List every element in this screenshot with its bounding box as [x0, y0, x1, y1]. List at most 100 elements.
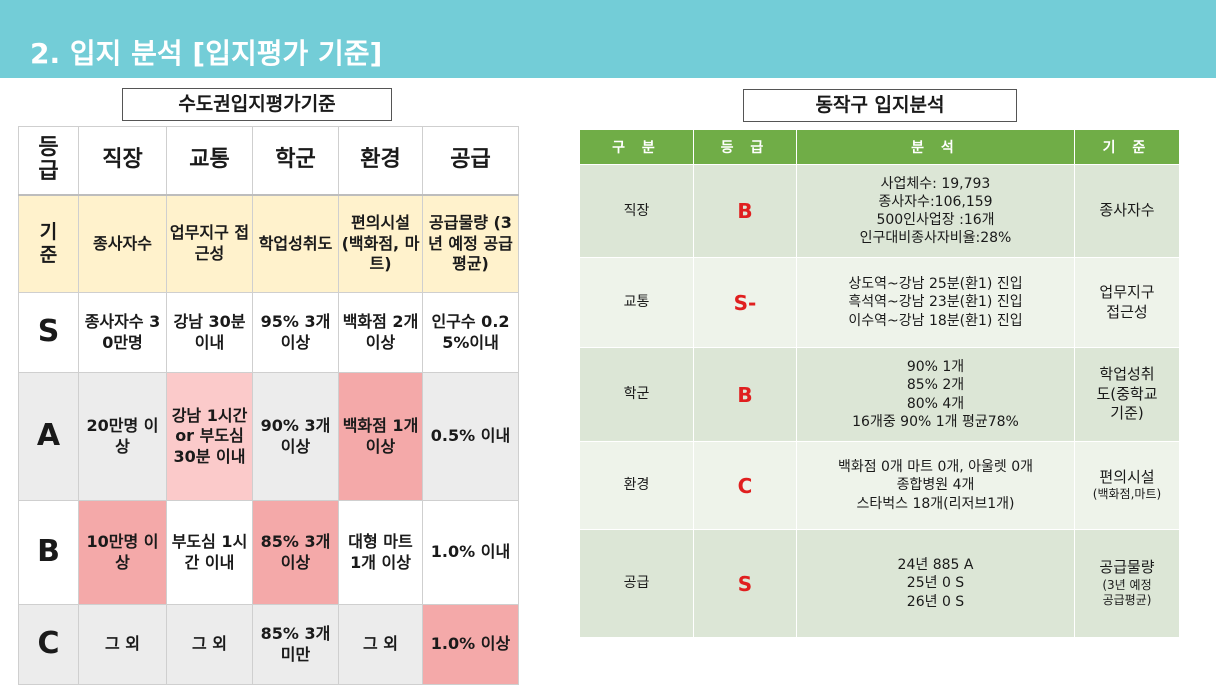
- table-cell: 그 외: [166, 604, 253, 685]
- analysis-line: 사업체수: 19,793: [880, 175, 991, 192]
- basis-line: 업무지구: [1099, 283, 1155, 301]
- table-cell: 90% 3개 이상: [252, 372, 339, 501]
- table-row: S 종사자수 30만명 강남 30분 이내 95% 3개 이상 백화점 2개 이…: [18, 292, 519, 373]
- category-cell: 교통: [579, 257, 694, 348]
- analysis-cell: 사업체수: 19,793 종사자수:106,159 500인사업장 :16개 인…: [796, 164, 1075, 258]
- category-cell: 환경: [579, 441, 694, 530]
- table-row: 학군 B 90% 1개 85% 2개 80% 4개 16개중 90% 1개 평균…: [579, 347, 1180, 442]
- analysis-line: 상도역~강남 25분(환1) 진입: [848, 276, 1023, 293]
- table-cell: 20만명 이상: [78, 372, 167, 501]
- table-row: 환경 C 백화점 0개 마트 0개, 아울렛 0개 종합병원 4개 스타벅스 1…: [579, 441, 1180, 530]
- table-row: 공급 S 24년 885 A 25년 0 S 26년 0 S 공급물량 (3년 …: [579, 529, 1180, 638]
- page-title: 2. 입지 분석 [입지평가 기준]: [0, 30, 1208, 78]
- category-cell: 학군: [579, 347, 694, 442]
- basis-line: 도(중학교: [1096, 384, 1158, 403]
- table-cell: 강남 1시간 or 부도심 30분 이내: [166, 372, 253, 501]
- basis-cell: 업무지구 접근성: [1074, 257, 1180, 348]
- column-header: 직장: [78, 126, 167, 196]
- table-cell: 백화점 1개 이상: [338, 372, 423, 501]
- table-row: B 10만명 이상 부도심 1시간 이내 85% 3개 이상 대형 마트 1개 …: [18, 500, 519, 605]
- basis-line: 기준): [1110, 404, 1144, 423]
- grade-cell: A: [18, 372, 79, 501]
- analysis-line: 25년 0 S: [906, 575, 965, 592]
- table-cell: 1.0% 이내: [422, 500, 519, 605]
- basis-line: 접근성: [1106, 302, 1148, 321]
- table-cell: 인구수 0.25%이내: [422, 292, 519, 373]
- analysis-cell: 24년 885 A 25년 0 S 26년 0 S: [796, 529, 1075, 638]
- table-row: C 그 외 그 외 85% 3개 미만 그 외 1.0% 이상: [18, 604, 519, 685]
- grade-cell: S: [693, 529, 797, 638]
- table-header-row: 구 분 등 급 분 석 기 준: [579, 129, 1180, 165]
- analysis-cell: 90% 1개 85% 2개 80% 4개 16개중 90% 1개 평균78%: [796, 347, 1075, 442]
- right-table-label: 동작구 입지분석: [743, 89, 1017, 122]
- table-cell: 편의시설 (백화점, 마트): [338, 194, 423, 293]
- table-cell: 종사자수 30만명: [78, 292, 167, 373]
- analysis-line: 흑석역~강남 23분(환1) 진입: [848, 294, 1023, 311]
- category-cell: 직장: [579, 164, 694, 258]
- grade-cell: S-: [693, 257, 797, 348]
- column-header: 기 준: [1074, 129, 1180, 165]
- analysis-line: 26년 0 S: [906, 593, 965, 610]
- analysis-cell: 상도역~강남 25분(환1) 진입 흑석역~강남 23분(환1) 진입 이수역~…: [796, 257, 1075, 348]
- analysis-line: 24년 885 A: [897, 557, 974, 574]
- analysis-line: 85% 2개: [906, 377, 965, 394]
- column-header: 교통: [166, 126, 253, 196]
- left-table-label: 수도권입지평가기준: [122, 88, 392, 121]
- basis-line: (3년 예정: [1102, 577, 1152, 592]
- grade-cell: B: [18, 500, 79, 605]
- table-cell: 그 외: [78, 604, 167, 685]
- analysis-line: 백화점 0개 마트 0개, 아울렛 0개: [837, 459, 1034, 476]
- analysis-line: 종합병원 4개: [896, 477, 975, 494]
- grade-cell: B: [693, 347, 797, 442]
- basis-line: 공급평균): [1102, 593, 1152, 608]
- table-cell: 1.0% 이상: [422, 604, 519, 685]
- table-row: 교통 S- 상도역~강남 25분(환1) 진입 흑석역~강남 23분(환1) 진…: [579, 257, 1180, 348]
- table-cell: 95% 3개 이상: [252, 292, 339, 373]
- table-cell: 종사자수: [78, 194, 167, 293]
- grade-cell: B: [693, 164, 797, 258]
- column-header: 학군: [252, 126, 339, 196]
- table-cell: 공급물량 (3년 예정 공급 평균): [422, 194, 519, 293]
- column-header: 환경: [338, 126, 423, 196]
- table-cell: 강남 30분 이내: [166, 292, 253, 373]
- column-header: 구 분: [579, 129, 694, 165]
- basis-cell: 공급물량 (3년 예정 공급평균): [1074, 529, 1180, 638]
- table-cell: 0.5% 이내: [422, 372, 519, 501]
- table-row: A 20만명 이상 강남 1시간 or 부도심 30분 이내 90% 3개 이상…: [18, 372, 519, 501]
- table-cell: 백화점 2개 이상: [338, 292, 423, 373]
- basis-line: 학업성취: [1099, 365, 1155, 384]
- table-cell: 85% 3개 미만: [252, 604, 339, 685]
- table-cell: 10만명 이상: [78, 500, 167, 605]
- basis-cell: 편의시설 (백화점,마트): [1074, 441, 1180, 530]
- analysis-line: 종사자수:106,159: [878, 193, 993, 210]
- basis-line: (백화점,마트): [1092, 487, 1162, 502]
- basis-cell: 학업성취 도(중학교 기준): [1074, 347, 1180, 442]
- analysis-line: 16개중 90% 1개 평균78%: [852, 413, 1019, 430]
- analysis-cell: 백화점 0개 마트 0개, 아울렛 0개 종합병원 4개 스타벅스 18개(리저…: [796, 441, 1075, 530]
- table-row: 직장 B 사업체수: 19,793 종사자수:106,159 500인사업장 :…: [579, 164, 1180, 258]
- basis-line: 편의시설: [1099, 467, 1155, 486]
- analysis-line: 80% 4개: [906, 395, 965, 412]
- category-cell: 공급: [579, 529, 694, 638]
- column-header: 등 급: [693, 129, 797, 165]
- basis-cell: 종사자수: [1074, 164, 1180, 258]
- grade-cell: S: [18, 292, 79, 373]
- basis-line: 공급물량: [1099, 558, 1155, 577]
- table-cell: 부도심 1시간 이내: [166, 500, 253, 605]
- column-header: 공급: [422, 126, 519, 196]
- table-cell: 대형 마트 1개 이상: [338, 500, 423, 605]
- basis-line: 종사자수: [1099, 201, 1155, 220]
- grade-cell: C: [18, 604, 79, 685]
- analysis-line: 스타벅스 18개(리저브1개): [856, 495, 1015, 512]
- analysis-line: 90% 1개: [906, 359, 965, 376]
- dongjak-analysis-table: 구 분 등 급 분 석 기 준 직장 B 사업체수: 19,793 종사자수:1…: [579, 129, 1180, 638]
- table-cell: 그 외: [338, 604, 423, 685]
- table-cell: 학업성취도: [252, 194, 339, 293]
- column-header: 분 석: [796, 129, 1075, 165]
- table-cell: 85% 3개 이상: [252, 500, 339, 605]
